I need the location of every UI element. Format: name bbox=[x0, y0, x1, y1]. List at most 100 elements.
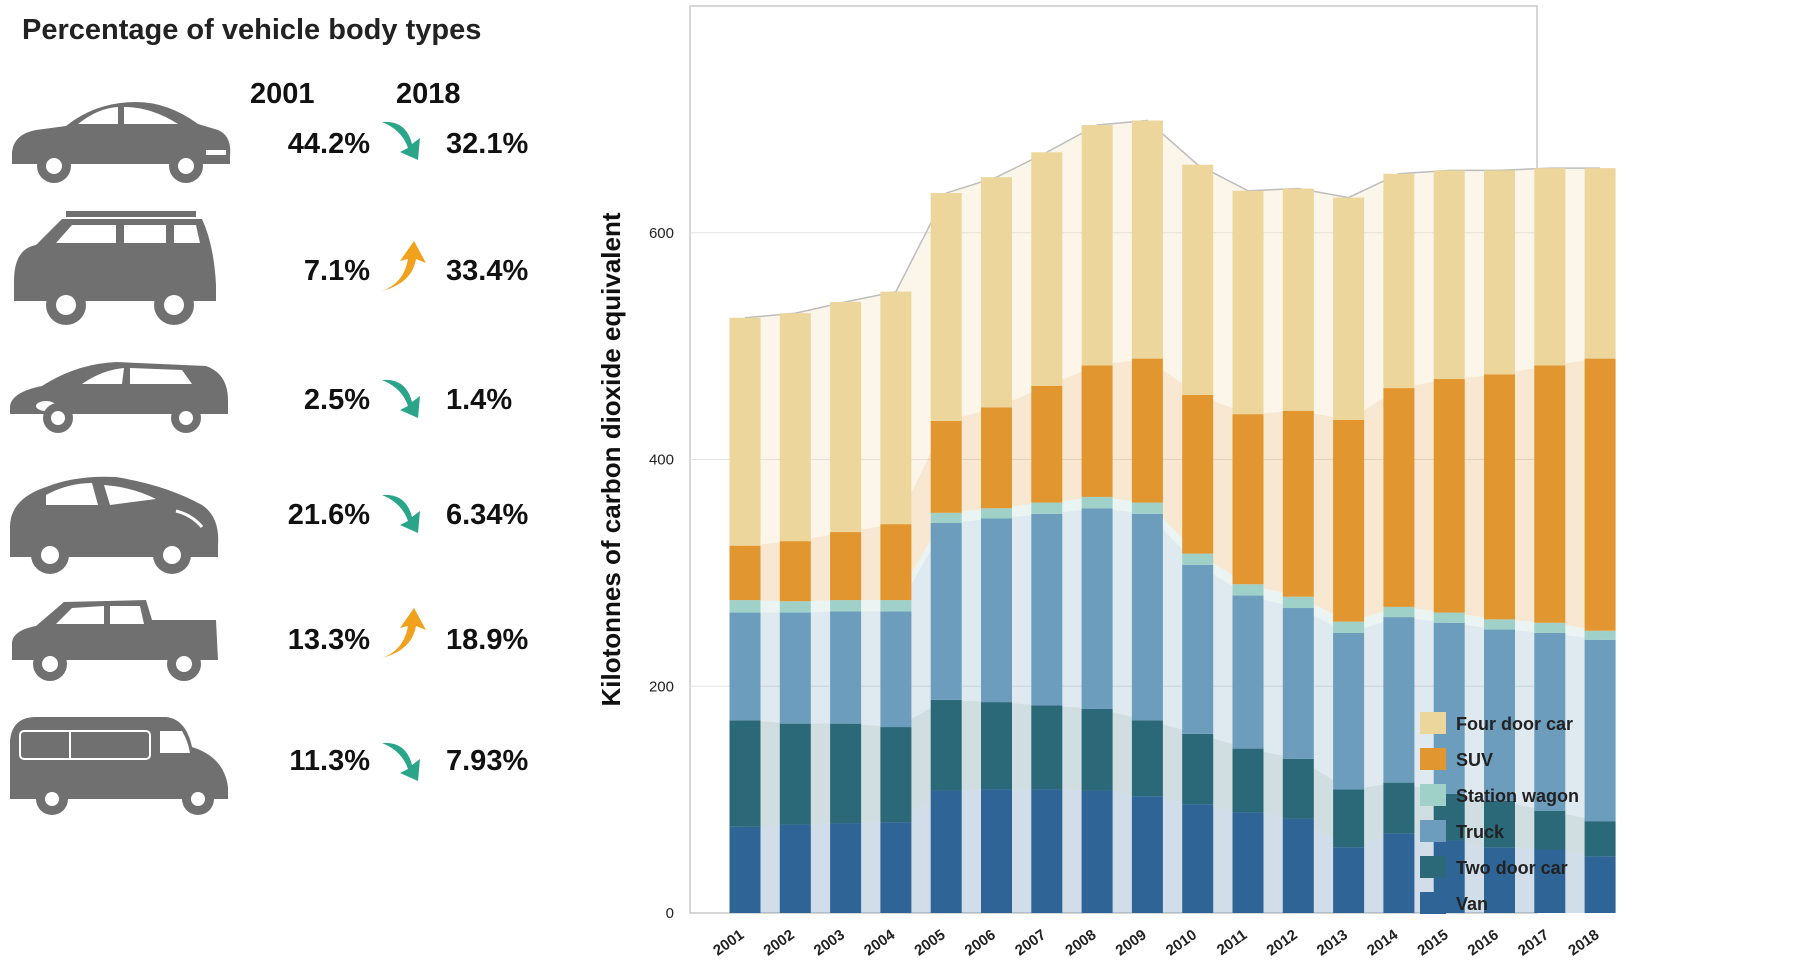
share-to-station-wagon: 1.4% bbox=[446, 384, 513, 416]
y-tick-label: 400 bbox=[649, 452, 674, 469]
bar-suv-2017 bbox=[1534, 365, 1566, 623]
bar-van-2014 bbox=[1383, 833, 1415, 913]
bar-suv-2013 bbox=[1333, 419, 1365, 622]
bar-suv-2004 bbox=[880, 524, 912, 601]
bar-truck-2016 bbox=[1484, 629, 1515, 801]
bar-four-door-car-2009 bbox=[1131, 120, 1163, 359]
share-to-two-door-car: 6.34% bbox=[446, 499, 529, 531]
bar-station-wagon-2010 bbox=[1182, 553, 1214, 565]
trend-down-arrow-icon bbox=[382, 742, 420, 781]
row-truck: 13.3% 18.9% bbox=[0, 582, 560, 702]
year-to-header: 2018 bbox=[396, 78, 461, 110]
share-from-suv: 7.1% bbox=[303, 255, 370, 287]
bar-four-door-car-2005 bbox=[930, 193, 962, 421]
legend-label-van: Van bbox=[1456, 894, 1488, 914]
bar-suv-2006 bbox=[981, 407, 1012, 509]
bar-two-door-car-2013 bbox=[1333, 789, 1365, 848]
bar-station-wagon-2014 bbox=[1383, 606, 1415, 618]
bar-station-wagon-2008 bbox=[1081, 496, 1113, 509]
bar-van-2002 bbox=[779, 824, 811, 913]
bar-suv-2016 bbox=[1484, 374, 1515, 620]
share-to-suv: 33.4% bbox=[446, 255, 529, 287]
x-tick-labels: 2001 2002 2003 2004 2005 2006 2007 2008 2009 2010… bbox=[710, 926, 1602, 959]
bar-truck-2001 bbox=[729, 612, 761, 721]
bar-truck-2002 bbox=[779, 612, 811, 724]
bar-two-door-car-2002 bbox=[779, 723, 811, 825]
bar-two-door-car-2017 bbox=[1534, 810, 1566, 850]
bar-truck-2017 bbox=[1534, 632, 1566, 811]
bar-two-door-car-2001 bbox=[729, 720, 761, 827]
bar-van-2010 bbox=[1182, 804, 1214, 913]
legend-swatch-suv bbox=[1420, 748, 1446, 770]
bar-station-wagon-2011 bbox=[1232, 584, 1264, 596]
bar-station-wagon-2007 bbox=[1031, 502, 1063, 514]
legend-label-two-door-car: Two door car bbox=[1456, 858, 1568, 878]
bar-suv-2010 bbox=[1182, 394, 1214, 554]
bar-truck-2007 bbox=[1031, 513, 1063, 706]
bar-station-wagon-2005 bbox=[930, 512, 962, 523]
bar-truck-2018 bbox=[1584, 639, 1616, 822]
bar-four-door-car-2015 bbox=[1433, 170, 1465, 380]
bar-van-2011 bbox=[1232, 812, 1264, 913]
x-tick-label: 2008 bbox=[1062, 926, 1099, 959]
bar-four-door-car-2010 bbox=[1182, 164, 1214, 395]
bar-van-2006 bbox=[981, 789, 1012, 913]
x-tick-label: 2006 bbox=[962, 926, 999, 959]
bar-station-wagon-2009 bbox=[1131, 502, 1163, 514]
y-axis-label: Kilotonnes of carbon dioxide equivalent bbox=[596, 212, 626, 706]
bar-suv-2005 bbox=[930, 420, 962, 513]
row-van: 11.3% 7.93% bbox=[0, 705, 560, 825]
bar-station-wagon-2013 bbox=[1333, 621, 1365, 633]
bar-van-2012 bbox=[1282, 818, 1314, 913]
bar-four-door-car-2007 bbox=[1031, 152, 1063, 386]
trend-up-arrow-icon bbox=[382, 241, 426, 291]
bar-suv-2011 bbox=[1232, 414, 1264, 585]
bar-two-door-car-2007 bbox=[1031, 705, 1063, 790]
bar-van-2007 bbox=[1031, 789, 1063, 913]
bar-four-door-car-2006 bbox=[981, 177, 1012, 408]
bar-van-2018 bbox=[1584, 856, 1616, 913]
share-to-truck: 18.9% bbox=[446, 624, 529, 656]
y-tick-labels: 0 200 400 600 bbox=[649, 225, 674, 922]
bar-station-wagon-2004 bbox=[880, 600, 912, 612]
two-door-car-icon bbox=[10, 476, 219, 574]
trend-up-arrow-icon bbox=[382, 608, 426, 658]
bar-two-door-car-2006 bbox=[981, 702, 1012, 790]
bar-truck-2011 bbox=[1232, 595, 1264, 749]
row-suv: 7.1% 33.4% bbox=[0, 205, 560, 325]
x-tick-label: 2001 bbox=[710, 926, 747, 959]
x-tick-label: 2005 bbox=[911, 926, 948, 959]
share-to-van: 7.93% bbox=[446, 745, 529, 777]
share-from-two-door-car: 21.6% bbox=[287, 499, 370, 531]
share-to-four-door-car: 32.1% bbox=[446, 128, 529, 160]
row-station-wagon: 2.5% 1.4% bbox=[0, 342, 560, 462]
y-tick-label: 600 bbox=[649, 225, 674, 242]
bar-van-2008 bbox=[1081, 790, 1113, 913]
share-from-station-wagon: 2.5% bbox=[303, 384, 370, 416]
bar-suv-2001 bbox=[729, 545, 761, 601]
bar-four-door-car-2003 bbox=[830, 301, 862, 533]
bar-station-wagon-2006 bbox=[981, 508, 1012, 519]
legend-swatch-van bbox=[1420, 892, 1446, 914]
row-four-door-car: 44.2% 32.1% bbox=[0, 90, 560, 210]
bar-suv-2008 bbox=[1081, 365, 1113, 497]
share-from-truck: 13.3% bbox=[287, 624, 370, 656]
legend-swatch-station-wagon bbox=[1420, 784, 1446, 806]
truck-icon bbox=[12, 600, 218, 681]
panel-title: Percentage of vehicle body types bbox=[22, 14, 482, 46]
bar-station-wagon-2012 bbox=[1282, 596, 1314, 609]
bar-two-door-car-2016 bbox=[1484, 800, 1515, 848]
bar-truck-2006 bbox=[981, 518, 1012, 703]
x-tick-label: 2015 bbox=[1414, 926, 1451, 959]
legend-label-station-wagon: Station wagon bbox=[1456, 786, 1579, 806]
bar-suv-2007 bbox=[1031, 385, 1063, 503]
x-tick-label: 2003 bbox=[811, 926, 848, 959]
x-tick-label: 2004 bbox=[861, 926, 899, 959]
x-tick-label: 2014 bbox=[1364, 926, 1402, 959]
bar-station-wagon-2015 bbox=[1433, 612, 1465, 623]
x-tick-label: 2011 bbox=[1214, 926, 1250, 959]
bar-two-door-car-2014 bbox=[1383, 782, 1415, 834]
y-tick-label: 200 bbox=[649, 678, 674, 695]
suv-icon bbox=[14, 211, 216, 325]
legend-label-truck: Truck bbox=[1456, 822, 1505, 842]
